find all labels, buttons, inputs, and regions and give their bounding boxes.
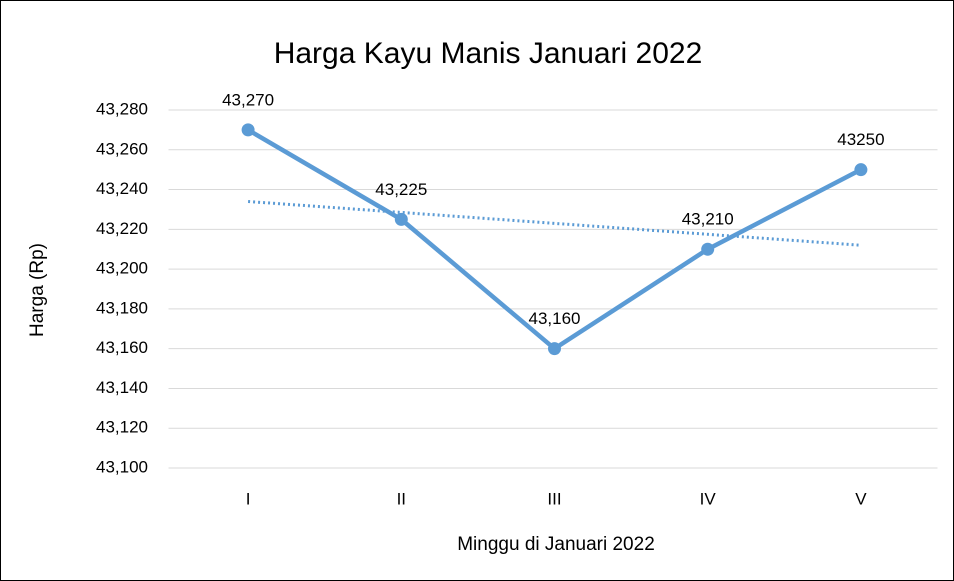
- x-tick-label: IV: [700, 489, 717, 508]
- y-tick-label: 43,200: [96, 259, 148, 278]
- marker: [241, 123, 255, 137]
- marker: [394, 212, 408, 226]
- y-tick-label: 43,240: [96, 179, 148, 198]
- data-label: 43250: [837, 130, 884, 149]
- y-axis-title: Harga (Rp): [27, 243, 48, 337]
- y-tick-label: 43,280: [96, 99, 148, 118]
- y-tick-label: 43,220: [96, 219, 148, 238]
- data-label: 43,270: [222, 90, 274, 109]
- data-label: 43,225: [375, 180, 427, 199]
- marker: [548, 342, 561, 356]
- data-label: 43,210: [682, 210, 734, 229]
- x-tick-label: III: [547, 489, 561, 508]
- trendline: [247, 199, 862, 247]
- y-tick-label: 43,120: [96, 418, 148, 437]
- y-tick-label: 43,140: [96, 378, 148, 397]
- marker: [854, 163, 868, 177]
- y-tick-label: 43,260: [96, 139, 148, 158]
- data-label: 43,160: [529, 309, 581, 328]
- y-tick-label: 43,180: [96, 298, 148, 317]
- chart-title: Harga Kayu Manis Januari 2022: [274, 37, 703, 70]
- x-tick-label: I: [246, 489, 251, 508]
- y-tick-label: 43,160: [96, 338, 148, 357]
- x-axis-title: Minggu di Januari 2022: [457, 534, 655, 555]
- y-tick-label: 43,100: [96, 457, 148, 476]
- x-tick-label: II: [397, 489, 406, 508]
- x-tick-label: V: [855, 489, 867, 508]
- marker: [701, 242, 715, 256]
